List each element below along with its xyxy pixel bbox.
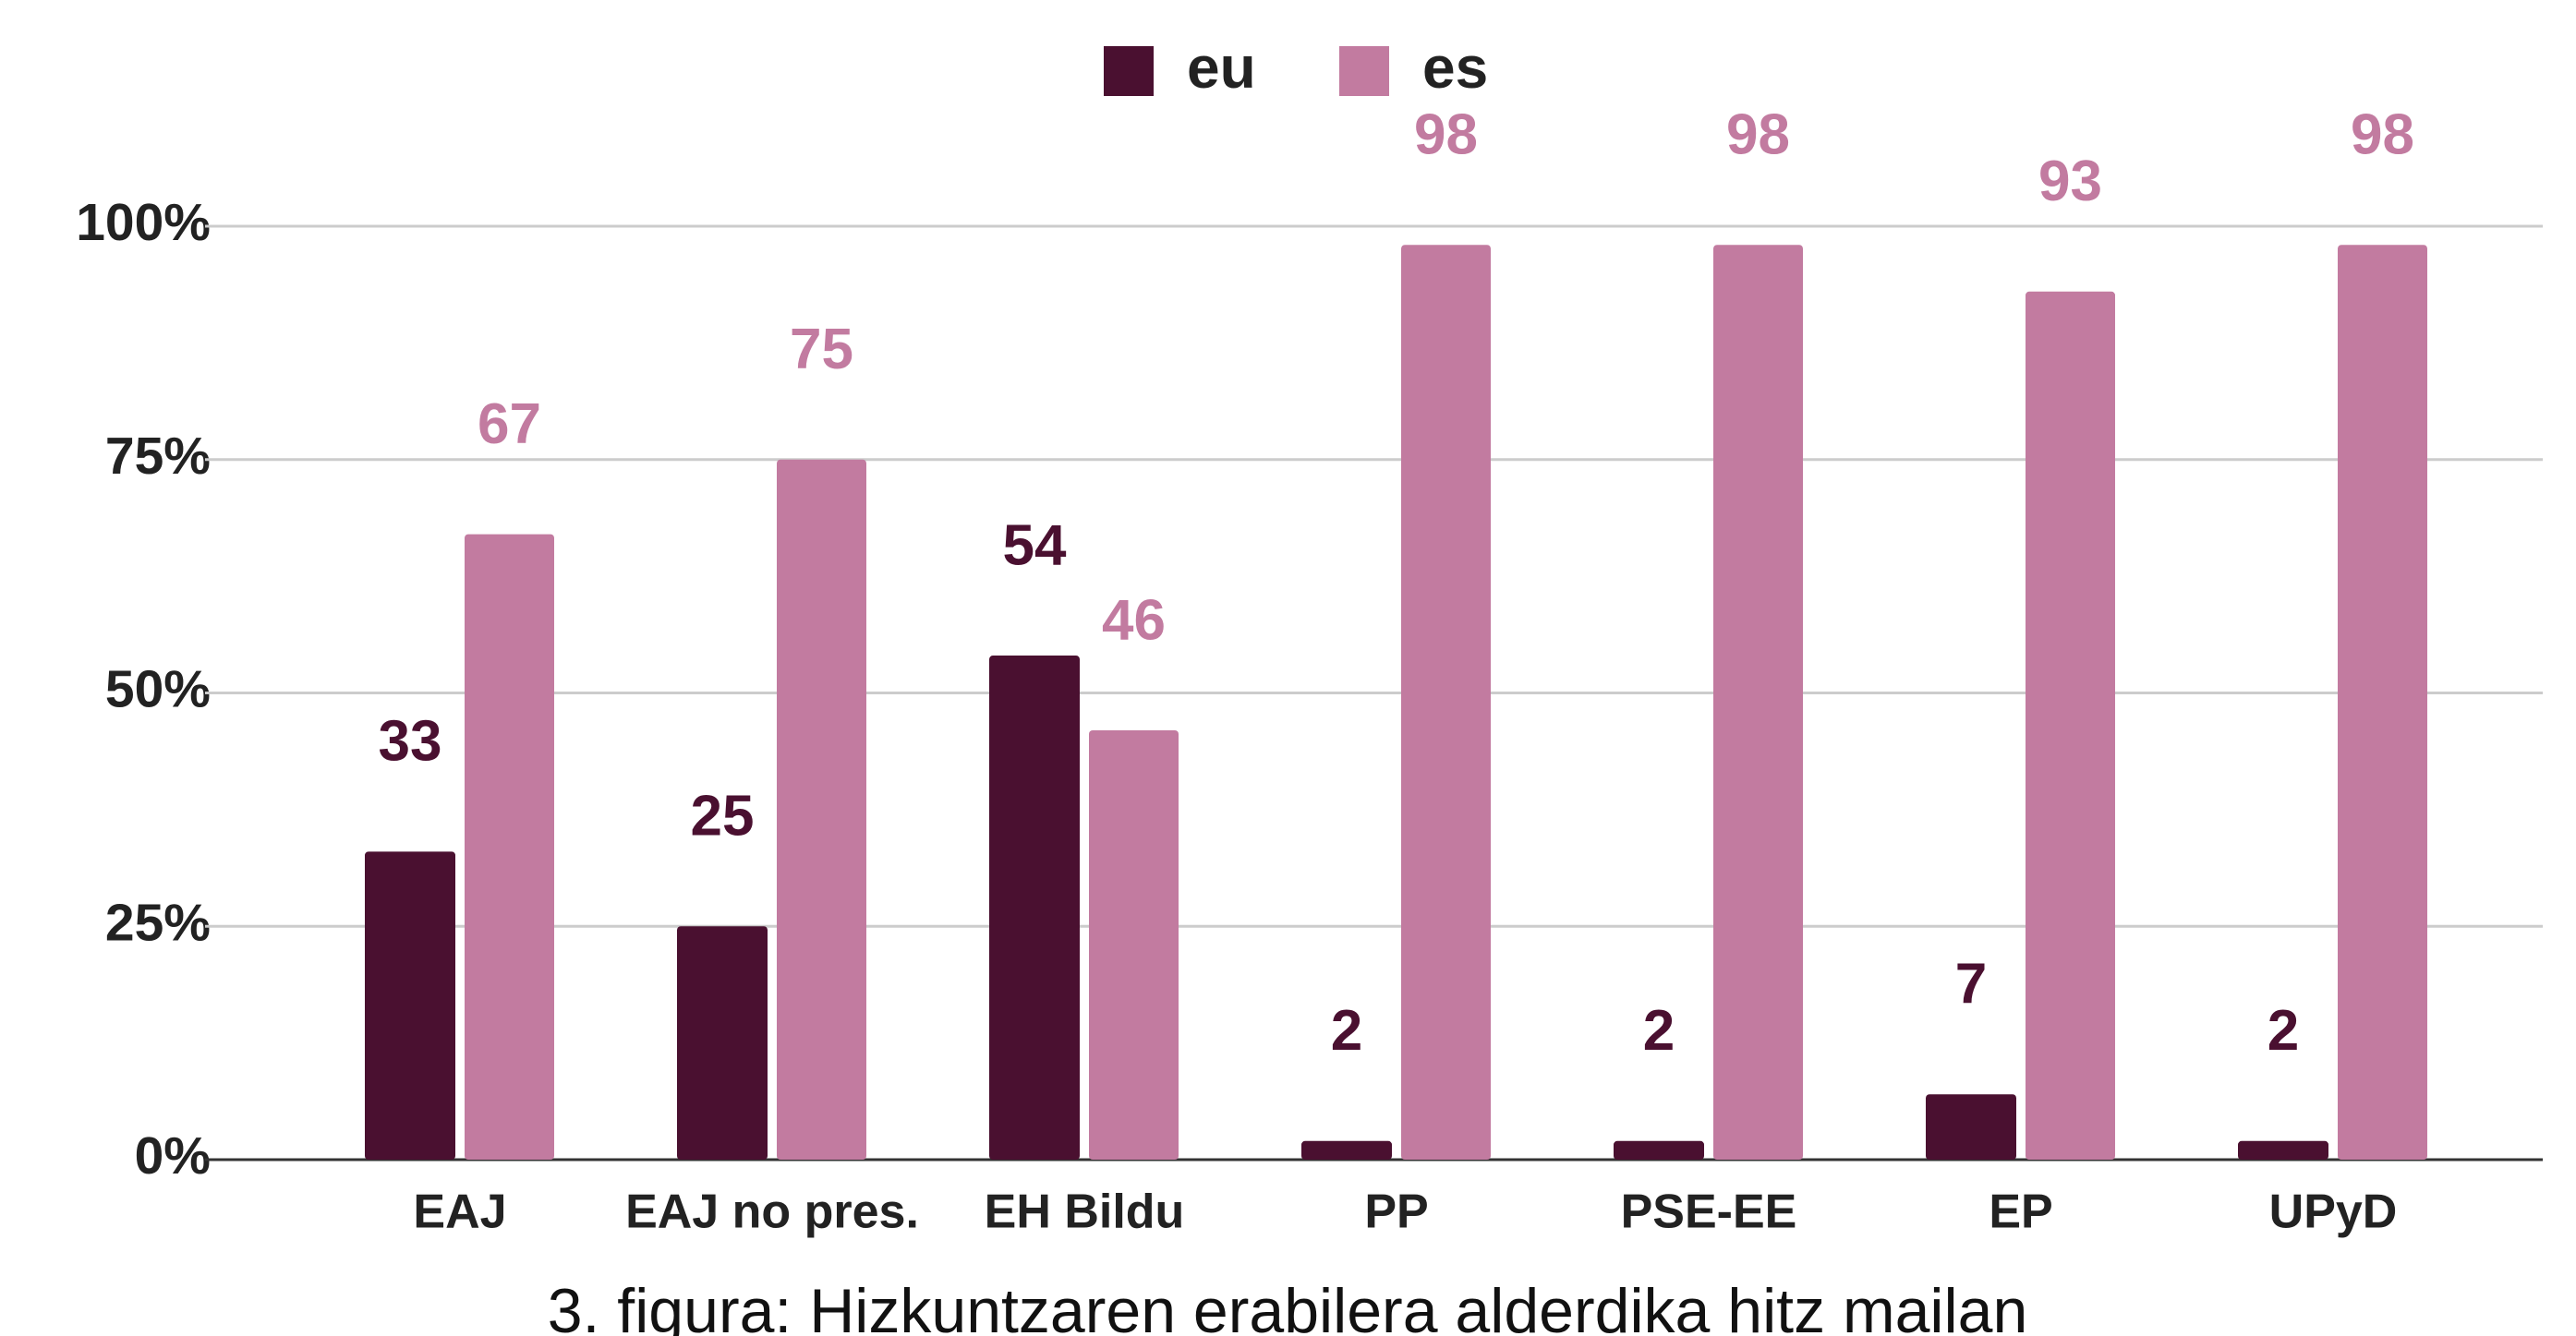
- data-label: 7: [1955, 953, 1987, 1017]
- bar: [465, 534, 554, 1160]
- y-tick-label: 50%: [105, 660, 211, 719]
- bar: [1089, 729, 1179, 1160]
- bar: [1926, 1094, 2016, 1160]
- x-tick-label: EAJ: [413, 1186, 506, 1239]
- bar: [677, 926, 768, 1160]
- data-label: 67: [478, 392, 541, 456]
- data-label: 2: [1331, 999, 1362, 1063]
- legend-swatch: [1104, 46, 1154, 96]
- data-label: 25: [691, 785, 755, 849]
- bar: [1713, 245, 1803, 1161]
- data-label: 46: [1102, 588, 1166, 652]
- bar: [2338, 245, 2427, 1161]
- data-label: 33: [379, 710, 442, 774]
- bar: [2238, 1140, 2328, 1160]
- data-label: 98: [1414, 103, 1478, 167]
- x-tick-label: PSE-EE: [1621, 1186, 1797, 1239]
- bar: [1614, 1140, 1704, 1160]
- data-label: 93: [2038, 150, 2102, 213]
- bar: [365, 851, 455, 1160]
- x-tick-label: PP: [1364, 1186, 1428, 1239]
- y-tick-label: 25%: [105, 893, 211, 952]
- x-tick-label: UPyD: [2269, 1186, 2398, 1239]
- bar: [989, 656, 1080, 1160]
- x-tick-label: EH Bildu: [985, 1186, 1185, 1239]
- legend-swatch: [1339, 46, 1389, 96]
- x-tick-label: EP: [1989, 1186, 2052, 1239]
- data-label: 75: [790, 318, 853, 381]
- data-label: 2: [1643, 999, 1675, 1063]
- x-tick-label: EAJ no pres.: [625, 1186, 919, 1239]
- data-label: 98: [1726, 103, 1790, 167]
- bar: [1401, 245, 1491, 1161]
- y-tick-label: 0%: [135, 1126, 211, 1186]
- y-tick-label: 100%: [76, 193, 211, 252]
- legend-label: es: [1422, 34, 1488, 101]
- legend-label: eu: [1187, 34, 1256, 101]
- data-label: 98: [2351, 103, 2414, 167]
- y-tick-label: 75%: [105, 427, 211, 486]
- bar: [777, 459, 866, 1160]
- caption: 3. figura: Hizkuntzaren erabilera alderd…: [548, 1276, 2028, 1336]
- data-label: 54: [1003, 513, 1067, 577]
- bar: [1301, 1140, 1392, 1160]
- bar: [2026, 291, 2115, 1160]
- data-label: 2: [2268, 999, 2299, 1063]
